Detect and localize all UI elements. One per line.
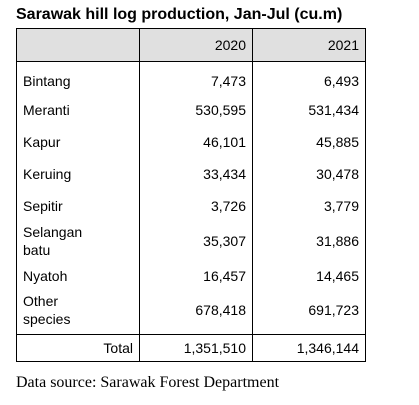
table-row: Nyatoh 16,457 14,465 xyxy=(16,259,366,292)
table-row: Meranti 530,595 531,434 xyxy=(16,93,366,126)
row-label-line: Selangan xyxy=(23,223,83,240)
table-row: Kapur 46,101 45,885 xyxy=(16,125,366,158)
table-row: Bintang 7,473 6,493 xyxy=(16,61,366,94)
row-value-2020: 678,418 xyxy=(139,291,253,334)
row-label-cell: Keruing xyxy=(16,157,140,190)
row-value-2020: 530,595 xyxy=(139,93,253,126)
row-label-cell: Kapur xyxy=(16,125,140,158)
data-source-note: Data source: Sarawak Forest Department xyxy=(16,374,280,391)
row-value-2020: 16,457 xyxy=(139,259,253,292)
row-value-2021: 45,885 xyxy=(252,125,366,158)
data-table: 2020 2021 Bintang 7,473 6,493 Meranti 530,59… xyxy=(16,28,366,362)
header-cell-corner xyxy=(16,28,140,62)
row-label-cell: Sepitir xyxy=(16,189,140,222)
row-value-2020: 35,307 xyxy=(139,221,253,260)
table-row: Selangan batu 35,307 31,886 xyxy=(16,221,366,260)
row-value-2021: 14,465 xyxy=(252,259,366,292)
table-header-row: 2020 2021 xyxy=(16,28,366,62)
total-label: Total xyxy=(16,333,140,362)
table-row: Other species 678,418 691,723 xyxy=(16,291,366,334)
row-label-cell: Meranti xyxy=(16,93,140,126)
row-value-2021: 531,434 xyxy=(252,93,366,126)
table-row: Keruing 33,434 30,478 xyxy=(16,157,366,190)
row-value-2021: 30,478 xyxy=(252,157,366,190)
row-label-line: Sepitir xyxy=(23,197,63,214)
table-row: Sepitir 3,726 3,779 xyxy=(16,189,366,222)
header-cell-2020: 2020 xyxy=(139,28,253,62)
row-value-2021: 691,723 xyxy=(252,291,366,334)
row-value-2020: 33,434 xyxy=(139,157,253,190)
total-value-2021: 1,346,144 xyxy=(252,333,366,362)
row-value-2020: 7,473 xyxy=(139,61,253,94)
row-value-2021: 3,779 xyxy=(252,189,366,222)
row-label-line: Meranti xyxy=(23,101,70,118)
row-label-cell: Selangan batu xyxy=(16,221,140,260)
row-label-line: species xyxy=(23,310,71,327)
row-label-line: Kapur xyxy=(23,133,61,150)
row-value-2021: 31,886 xyxy=(252,221,366,260)
row-label-line: Keruing xyxy=(23,165,72,182)
row-value-2021: 6,493 xyxy=(252,61,366,94)
row-label-line: batu xyxy=(23,241,51,258)
header-cell-2021: 2021 xyxy=(252,28,366,62)
data-table-container: 2020 2021 Bintang 7,473 6,493 Meranti 530,59… xyxy=(16,28,366,362)
row-label-line: Nyatoh xyxy=(23,267,68,284)
table-total-row: Total 1,351,510 1,346,144 xyxy=(16,333,366,362)
table-body: Bintang 7,473 6,493 Meranti 530,595 531,434 Ka… xyxy=(16,61,366,334)
total-value-2020: 1,351,510 xyxy=(139,333,253,362)
row-label-line: Bintang xyxy=(23,72,71,89)
row-label-cell: Other species xyxy=(16,291,140,334)
row-value-2020: 46,101 xyxy=(139,125,253,158)
row-label-cell: Bintang xyxy=(16,61,140,94)
row-value-2020: 3,726 xyxy=(139,189,253,222)
row-label-cell: Nyatoh xyxy=(16,259,140,292)
chart-title: Sarawak hill log production, Jan-Jul (cu… xyxy=(16,6,343,23)
row-label-line: Other xyxy=(23,292,59,309)
